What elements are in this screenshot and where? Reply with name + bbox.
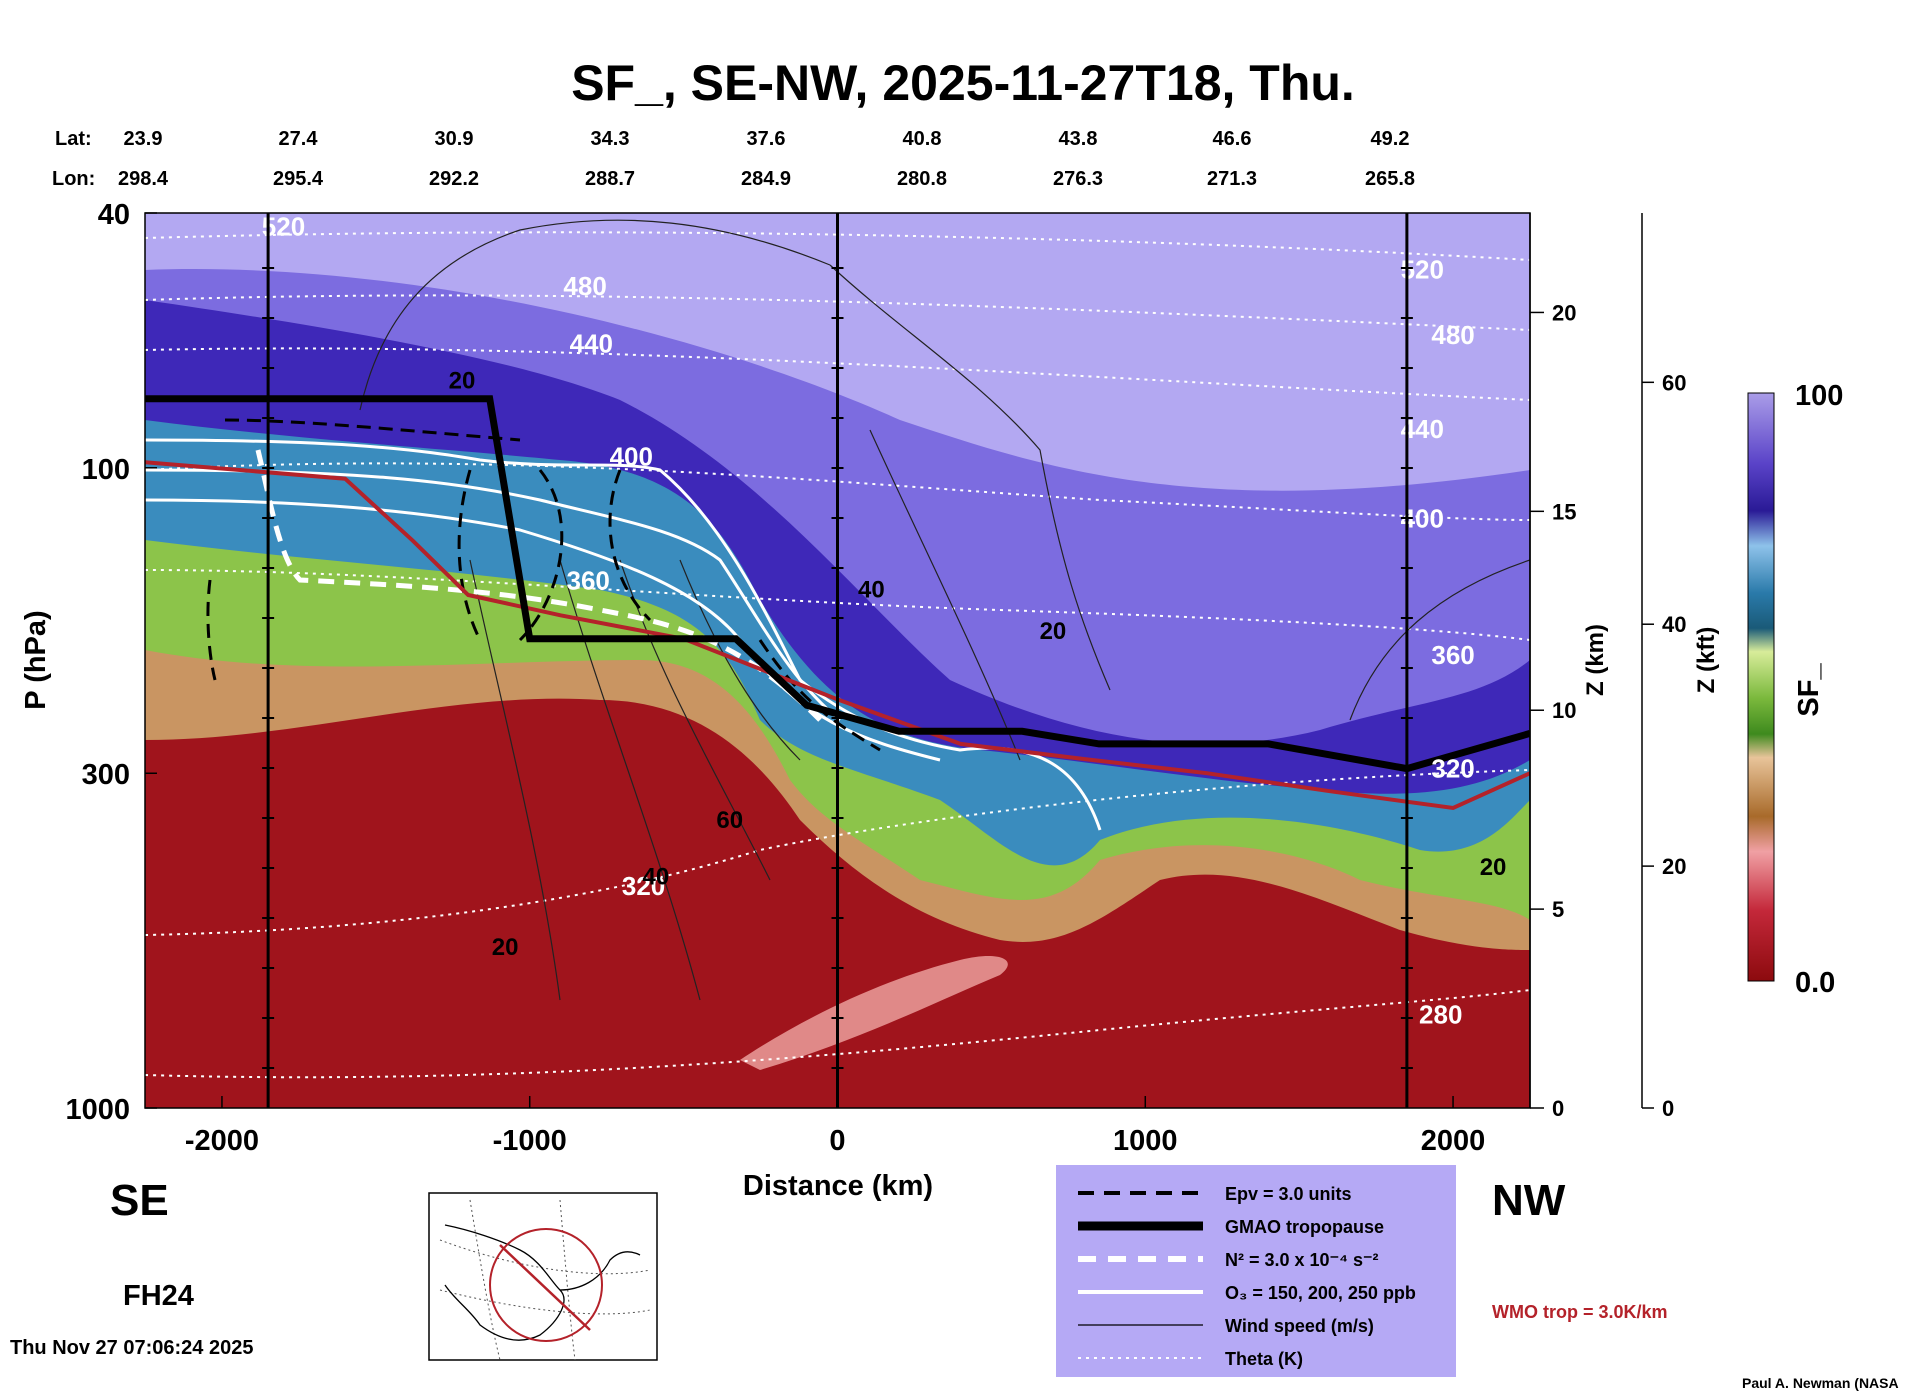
wind-label: 40 [643, 864, 670, 891]
wmo-note: WMO trop = 3.0K/km [1492, 1302, 1668, 1322]
lat-value: 34.3 [591, 128, 630, 150]
lon-value: 295.4 [273, 168, 324, 190]
vertical-markers [262, 213, 1413, 1108]
legend-label: GMAO tropopause [1225, 1217, 1384, 1237]
x-tick-label: 1000 [1113, 1125, 1178, 1157]
z-km-axis-label: Z (km) [1582, 624, 1609, 696]
lat-label: Lat: [55, 128, 92, 150]
z-km-tick-label: 15 [1552, 499, 1576, 524]
lon-value: 280.8 [897, 168, 947, 190]
x-tick-label: -2000 [185, 1125, 259, 1157]
direction-nw: NW [1492, 1176, 1566, 1225]
x-tick-label: 2000 [1421, 1125, 1486, 1157]
field-pink-streak [740, 955, 1008, 1070]
map-grid-lines [439, 1199, 651, 1361]
z-kft-axis-label: Z (kft) [1693, 627, 1720, 694]
z-kft-axis: 0 20 40 60 [1641, 213, 1686, 1121]
map-coastline [444, 1224, 641, 1341]
wind-label: 40 [858, 577, 885, 604]
lon-value: 284.9 [741, 168, 791, 190]
p-axis: 40 100 300 1000 [65, 199, 157, 1126]
colorbar-label: SF_ [1793, 663, 1825, 717]
wind-speed-contours [359, 219, 1530, 1001]
lat-value: 37.6 [747, 128, 786, 150]
theta-label: 400 [610, 441, 653, 471]
wind-label: 20 [1480, 854, 1507, 881]
legend-label: Epv = 3.0 units [1225, 1184, 1352, 1204]
lat-lon-header: Lat: Lon: 23.9 298.4 27.4 295.4 30.9 292.2 34.3 2… [52, 128, 1415, 190]
lon-value: 265.8 [1365, 168, 1415, 190]
lon-value: 292.2 [429, 168, 479, 190]
epv-contours [206, 418, 881, 752]
x-tick-label: -1000 [493, 1125, 567, 1157]
z-km-tick-label: 20 [1552, 300, 1576, 325]
z-kft-tick-label: 0 [1662, 1096, 1674, 1121]
direction-se: SE [110, 1176, 169, 1225]
lat-value: 43.8 [1059, 128, 1098, 150]
lat-value: 40.8 [903, 128, 942, 150]
legend-label: Theta (K) [1225, 1349, 1303, 1369]
theta-label: 320 [622, 871, 665, 901]
y-axis-label: P (hPa) [20, 610, 52, 709]
theta-contours [145, 231, 1530, 1079]
wind-label: 20 [492, 934, 519, 961]
inset-map [428, 1192, 658, 1361]
theta-label: 360 [1431, 640, 1474, 670]
p-tick-label: 40 [98, 199, 130, 231]
theta-label: 360 [567, 566, 610, 596]
wind-label: 20 [1040, 618, 1067, 645]
forecast-hour: FH24 [123, 1280, 194, 1312]
theta-label: 320 [1431, 754, 1474, 784]
theta-label: 280 [1419, 1000, 1462, 1030]
credit: Paul A. Newman (NASA [1742, 1375, 1899, 1391]
map-section-line [499, 1244, 591, 1331]
theta-label: 480 [563, 271, 606, 301]
lon-label: Lon: [52, 168, 95, 190]
timestamp: Thu Nov 27 07:06:24 2025 [10, 1337, 253, 1359]
map-domain-circle [489, 1228, 603, 1342]
lon-value: 271.3 [1207, 168, 1257, 190]
lat-value: 46.6 [1213, 128, 1252, 150]
colorbar [1747, 392, 1775, 982]
x-tick-label: 0 [829, 1125, 845, 1157]
colorbar-max-label: 100 [1795, 380, 1843, 412]
z-km-tick-label: 0 [1552, 1096, 1564, 1121]
lat-value: 23.9 [124, 128, 163, 150]
lon-value: 288.7 [585, 168, 635, 190]
lon-value: 276.3 [1053, 168, 1103, 190]
z-km-tick-label: 10 [1552, 698, 1576, 723]
z-km-axis: 0 5 10 15 20 [1529, 213, 1576, 1121]
wind-label: 20 [449, 367, 476, 394]
lat-value: 27.4 [279, 128, 319, 150]
legend-box [1056, 1165, 1456, 1377]
z-km-tick-label: 5 [1552, 897, 1564, 922]
z-kft-tick-label: 60 [1662, 370, 1686, 395]
wind-labels: 20 40 20 60 40 20 20 [449, 367, 1507, 961]
wind-label: 60 [716, 807, 743, 834]
x-axis: -2000 -1000 0 1000 2000 [185, 1096, 1485, 1157]
p-tick-label: 300 [82, 759, 130, 791]
p-tick-label: 1000 [65, 1094, 130, 1126]
lat-value: 49.2 [1371, 128, 1410, 150]
legend: Epv = 3.0 units GMAO tropopause N² = 3.0 x… [1056, 1165, 1456, 1377]
legend-label: O₃ = 150, 200, 250 ppb [1225, 1283, 1416, 1303]
x-axis-label: Distance (km) [743, 1170, 933, 1202]
theta-label: 480 [1431, 320, 1474, 350]
lat-value: 30.9 [435, 128, 474, 150]
theta-label: 440 [570, 329, 613, 359]
chart-title: SF_, SE-NW, 2025-11-27T18, Thu. [571, 55, 1355, 111]
lon-value: 298.4 [118, 168, 169, 190]
legend-label: Wind speed (m/s) [1225, 1316, 1374, 1336]
z-kft-tick-label: 20 [1662, 854, 1686, 879]
colorbar-min-label: 0.0 [1795, 967, 1835, 999]
z-kft-tick-label: 40 [1662, 612, 1686, 637]
legend-label: N² = 3.0 x 10⁻⁴ s⁻² [1225, 1250, 1378, 1270]
p-tick-label: 100 [82, 454, 130, 486]
gmao-tropopause-line [145, 395, 1530, 773]
